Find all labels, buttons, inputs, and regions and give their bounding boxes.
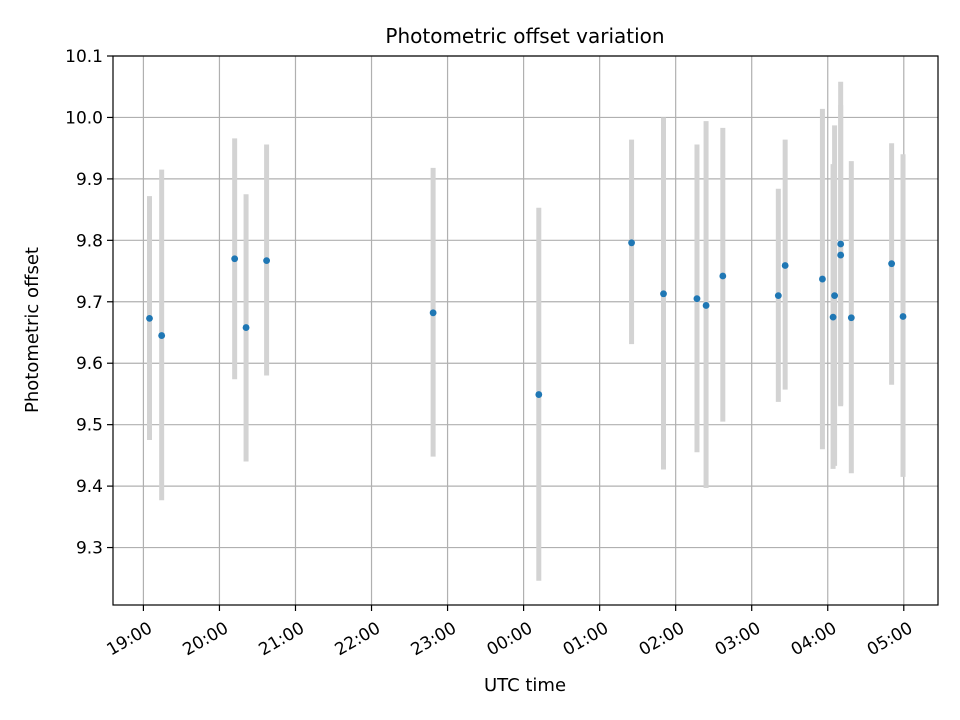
y-tick-label: 10.0 (65, 108, 103, 128)
data-point (693, 295, 701, 303)
y-tick-label: 9.9 (76, 170, 103, 190)
y-tick-label: 9.5 (76, 416, 103, 436)
y-tick-label: 9.3 (76, 539, 103, 559)
data-point (837, 240, 845, 248)
y-tick-label: 9.8 (76, 231, 103, 251)
data-point (837, 251, 845, 259)
data-point (242, 324, 250, 331)
data-point (535, 391, 543, 398)
data-point (774, 292, 782, 300)
data-point (231, 255, 239, 263)
data-point (888, 260, 896, 268)
data-point (158, 332, 166, 339)
data-point (429, 309, 437, 317)
y-tick-label: 10.1 (65, 47, 103, 67)
data-point (829, 313, 837, 321)
data-point (660, 290, 667, 298)
data-points (146, 239, 907, 398)
y-tick-label: 9.4 (76, 477, 103, 497)
data-point (781, 262, 789, 269)
y-tick-label: 9.7 (76, 293, 103, 313)
data-point (899, 313, 907, 320)
y-axis-label: Photometric offset (22, 247, 43, 413)
data-point (146, 314, 153, 322)
plot-frame (112, 55, 939, 606)
chart-title: Photometric offset variation (385, 24, 664, 48)
y-tick-label: 9.6 (76, 354, 103, 374)
data-point (702, 302, 710, 309)
data-point (831, 292, 838, 300)
data-point (819, 275, 826, 283)
data-point (847, 314, 855, 322)
data-point (719, 272, 727, 280)
x-axis-label: UTC time (484, 675, 566, 696)
y-axis-ticks: 9.3 9.4 9.5 9.6 9.7 9.8 9.9 10.0 10.1 (65, 47, 113, 559)
data-point (263, 257, 270, 265)
data-point (628, 239, 635, 247)
